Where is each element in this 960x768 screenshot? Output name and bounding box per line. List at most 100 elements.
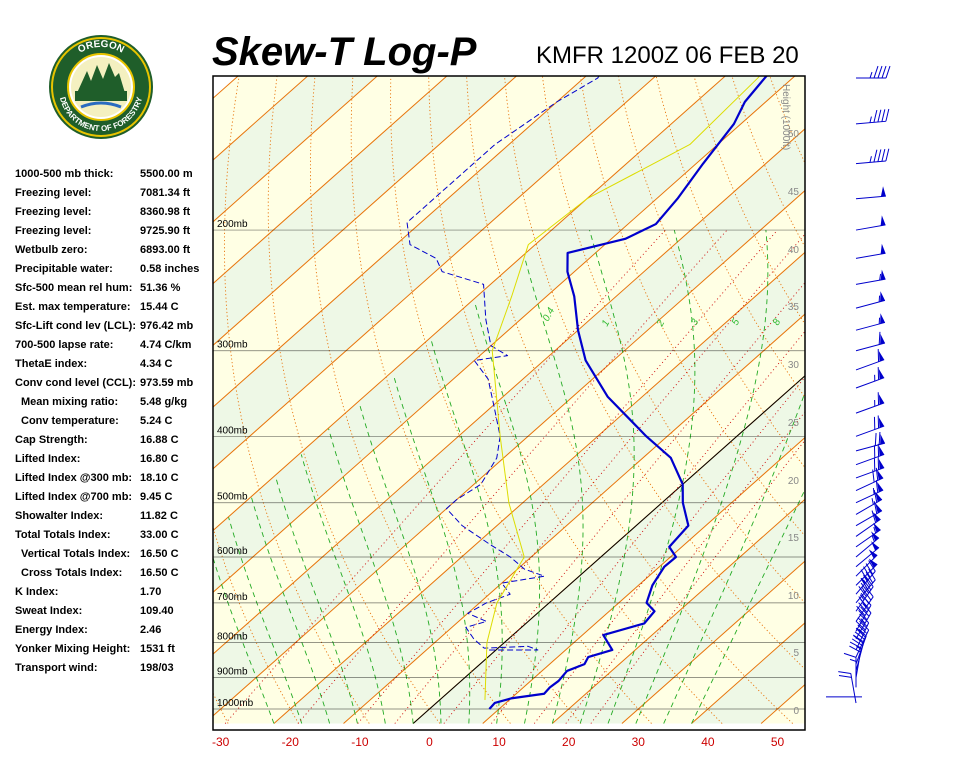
moist-adiabat-line	[430, 340, 503, 724]
x-tick-label: 0	[426, 735, 433, 749]
stat-label: Cap Strength:	[15, 434, 88, 446]
dry-adiabat-line	[693, 76, 805, 325]
stat-value: 16.80 C	[140, 453, 179, 465]
wind-barb	[855, 522, 881, 548]
pressure-label: 300mb	[217, 340, 248, 351]
dry-adiabat-line	[579, 76, 805, 537]
height-tick-label: 20	[788, 476, 800, 487]
wind-barb	[855, 243, 886, 259]
stat-value: 15.44 C	[140, 301, 179, 313]
height-tick-label: 5	[793, 648, 799, 659]
isotherm-line	[213, 76, 309, 161]
x-tick-label: -20	[282, 735, 300, 749]
isotherm-line	[213, 76, 657, 470]
stat-label: Lifted Index @700 mb:	[15, 491, 133, 503]
dry-adiabat-line	[267, 76, 441, 724]
moist-adiabat-line	[474, 302, 541, 724]
mixing-ratio-label: 8	[771, 317, 784, 327]
station-time-label: KMFR 1200Z 06 FEB 20	[536, 42, 799, 69]
moist-adiabat-line	[579, 229, 635, 724]
stat-value: 16.50 C	[140, 548, 179, 560]
height-tick-label: 50	[788, 129, 800, 140]
dry-adiabat-line	[466, 76, 794, 724]
stat-value: 16.88 C	[140, 434, 179, 446]
stat-value: 1531 ft	[140, 643, 175, 655]
moist-adiabat-line	[228, 517, 303, 724]
stat-label: Vertical Totals Index:	[21, 548, 131, 560]
chart-title: Skew-T Log-P	[212, 30, 477, 74]
stat-value: 973.59 mb	[140, 377, 194, 389]
wind-barb	[855, 349, 885, 371]
wind-barb	[855, 269, 886, 285]
x-tick-label: 10	[492, 735, 506, 749]
isotherm-line	[213, 76, 379, 223]
stat-value: 4.74 C/km	[140, 339, 192, 351]
isotherm-line	[213, 76, 448, 285]
stat-label: Freezing level:	[15, 225, 92, 237]
wind-barb	[853, 627, 867, 665]
mixing-ratio-line	[357, 229, 778, 724]
height-tick-label: 15	[788, 533, 800, 544]
pressure-label: 700mb	[217, 592, 248, 603]
wind-barb	[851, 634, 865, 672]
stat-label: Sfc-Lift cond lev (LCL):	[15, 320, 136, 332]
stat-value: 16.50 C	[140, 567, 179, 579]
stat-label: Yonker Mixing Height:	[15, 643, 131, 655]
stat-value: 6893.00 ft	[140, 244, 191, 256]
height-tick-label: 45	[788, 187, 800, 198]
stat-label: Cross Totals Index:	[21, 567, 123, 579]
wind-barb	[855, 313, 886, 331]
wind-barb	[855, 291, 886, 309]
wind-barb	[855, 457, 885, 479]
wind-barb	[838, 671, 857, 704]
oregon-forestry-logo: OREGON DEPARTMENT OF FORESTRY	[49, 35, 153, 139]
wind-barb	[855, 431, 886, 452]
pressure-label: 400mb	[217, 425, 248, 436]
isotherm-line	[552, 498, 805, 724]
mixing-ratio-label: 3	[689, 317, 702, 327]
pressure-label: 900mb	[217, 667, 248, 678]
stat-label: Precipitable water:	[15, 263, 113, 275]
pressure-label: 200mb	[217, 219, 248, 230]
moist-adiabat-line	[359, 404, 442, 724]
stat-label: Conv cond level (CCL):	[15, 377, 137, 389]
wind-barb	[855, 108, 890, 125]
wind-barb	[855, 489, 883, 515]
dry-adiabat-line	[504, 76, 805, 670]
temperature-trace	[488, 76, 768, 710]
moist-adiabat-line	[275, 477, 358, 724]
stat-value: 11.82 C	[140, 510, 178, 522]
mixing-ratio-label: 1	[600, 318, 612, 328]
wind-barb	[855, 467, 884, 492]
stat-label: Sweat Index:	[15, 605, 83, 617]
isotherm-line	[213, 76, 518, 346]
dry-adiabat-line	[309, 76, 511, 724]
svg-text:OREGON: OREGON	[76, 39, 126, 56]
zero-isotherm-line	[412, 375, 805, 724]
stat-label: Est. max temperature:	[15, 301, 131, 313]
mixing-ratio-label: 5	[730, 317, 743, 327]
moist-adiabat-line	[392, 374, 471, 724]
wind-barb	[855, 479, 884, 504]
height-tick-label: 10	[788, 591, 800, 602]
dry-adiabat-line	[390, 76, 652, 724]
plot-frame	[212, 75, 806, 731]
moist-adiabat-line	[663, 391, 805, 724]
mixing-ratio-line	[590, 439, 805, 724]
wind-barb	[855, 549, 878, 577]
moist-adiabat-line	[213, 556, 275, 724]
stat-label: Lifted Index @300 mb:	[15, 472, 133, 484]
isotherm-line	[213, 76, 796, 593]
wind-barb	[856, 65, 891, 79]
pressure-label: 600mb	[217, 546, 248, 557]
mixing-ratio-label: 2	[654, 318, 667, 329]
stat-value: 8360.98 ft	[140, 206, 191, 218]
height-tick-label: 35	[788, 302, 800, 313]
stat-value: 7081.34 ft	[140, 187, 191, 199]
pressure-label: 800mb	[217, 632, 248, 643]
temperature-band	[213, 190, 805, 724]
stat-label: Freezing level:	[15, 187, 92, 199]
wind-barb	[855, 603, 872, 640]
